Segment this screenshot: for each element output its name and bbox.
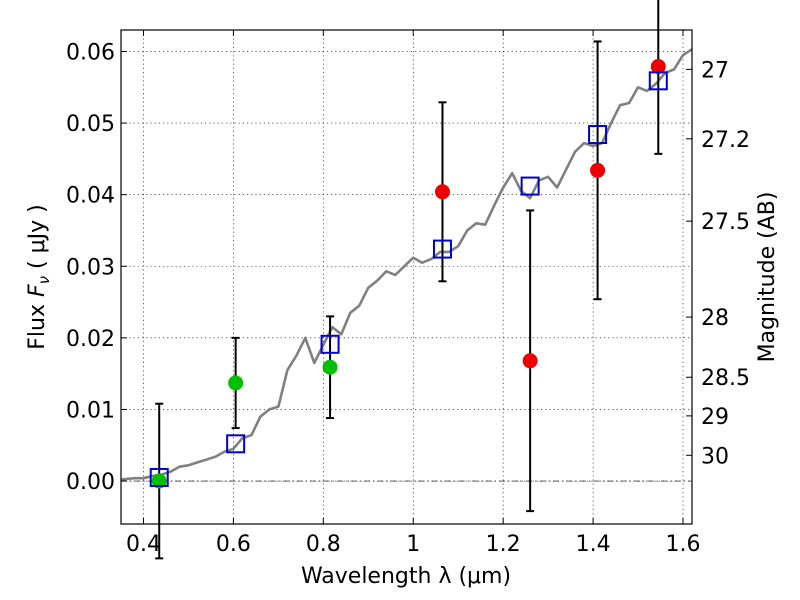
y-axis-label: Flux Fν ( μJy ) [25,204,53,349]
model-photometry-square [588,125,608,145]
y-tick-label: 0.02 [66,327,115,352]
x-tick-label: 1 [406,532,420,557]
right-tick-label: 29 [701,405,729,430]
right-axis-label: Magnitude (AB) [755,192,780,363]
model-photometry-square [432,239,452,259]
ticks: 0.4 0.6 0.8 1 1.2 1.4 1.6 0.00 0.01 0.02 0.03 0.04 0… [66,30,750,557]
grid [121,30,692,524]
model-photometry-square [648,71,668,91]
x-axis-label: Wavelength λ (μm) [301,564,511,589]
y-tick-label: 0.01 [66,398,115,423]
y-axis-label-prefix: Flux [25,297,50,350]
right-tick-label: 28.5 [701,366,750,391]
y-tick-label: 0.04 [66,184,115,209]
x-tick-label: 1.2 [486,532,521,557]
y-axis-label-symbol: F [25,284,50,297]
model-photometry-square [149,467,169,487]
y-tick-label: 0.03 [66,255,115,280]
observed-point [522,353,538,369]
right-tick-label: 27.2 [701,128,750,153]
model-photometry-square [320,334,340,354]
observed-point [434,184,450,200]
y-tick-label: 0.00 [66,470,115,495]
x-tick-label: 1.6 [666,532,701,557]
x-tick-label: 1.4 [576,532,611,557]
right-tick-label: 27.5 [701,210,750,235]
observed-point [650,59,666,75]
plot-frame [120,29,693,525]
x-tick-label: 0.6 [216,532,251,557]
model-spectrum-line [120,48,693,481]
right-tick-label: 27 [701,58,729,83]
model-photometry-square [226,434,246,454]
y-tick-label: 0.05 [66,112,115,137]
series-layer [120,0,693,560]
y-axis-label-subscript: ν [35,276,53,284]
observed-point [151,473,167,489]
x-tick-label: 0.4 [126,532,161,557]
right-tick-label: 30 [701,444,729,469]
y-axis-label-suffix: ( μJy ) [25,204,50,276]
model-photometry-square [520,176,540,196]
x-tick-label: 0.8 [306,532,341,557]
observed-point [590,162,606,178]
observed-point [322,359,338,375]
observed-point [228,375,244,391]
y-tick-label: 0.06 [66,40,115,65]
right-tick-label: 28 [701,306,729,331]
